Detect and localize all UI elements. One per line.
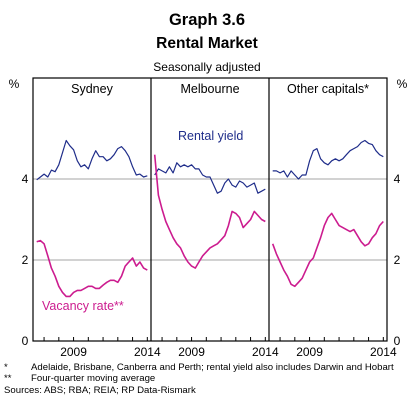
footnote-sources: Sources: ABS; RBA; REIA; RP Data-Rismark bbox=[4, 385, 412, 396]
chart-subtitle: Rental Market bbox=[156, 35, 258, 52]
annotation-rental-yield: Rental yield bbox=[178, 129, 243, 143]
y-axis-unit-left: % bbox=[9, 77, 20, 91]
series-vacancy-rate-panel-2 bbox=[153, 154, 266, 269]
x-tick-label-2014: 2014 bbox=[252, 345, 279, 359]
footnote-text: Four-quarter moving average bbox=[31, 373, 156, 385]
y-tick-label-left-2: 2 bbox=[22, 253, 29, 267]
footnote-marker: * bbox=[4, 362, 8, 373]
y-tick-label-left-0: 0 bbox=[22, 334, 29, 348]
footnote-2: ** Four-quarter moving average bbox=[4, 373, 412, 384]
footnote-marker: ** bbox=[4, 373, 12, 385]
footnote-text: Adelaide, Brisbane, Canberra and Perth; … bbox=[31, 362, 394, 373]
labels: Sydney Melbourne Other capitals*% % 0 0 2 2 4 4 20… bbox=[9, 77, 408, 359]
series-rental-yield-panel-1 bbox=[36, 139, 148, 181]
x-tick-label-2009: 2009 bbox=[178, 345, 205, 359]
gridlines bbox=[33, 178, 387, 261]
footnote-1: * Adelaide, Brisbane, Canberra and Perth… bbox=[4, 362, 412, 373]
x-tick-label-2009: 2009 bbox=[60, 345, 87, 359]
footnote-text: Sources: ABS; RBA; REIA; RP Data-Rismark bbox=[4, 384, 196, 396]
series-rental-yield-panel-3 bbox=[272, 139, 384, 180]
series-rental-yield-panel-2 bbox=[154, 162, 266, 194]
annotation-vacancy-rate: Vacancy rate** bbox=[42, 299, 124, 313]
y-tick-label-right-2: 2 bbox=[394, 253, 401, 267]
x-tick-label-2014: 2014 bbox=[134, 345, 161, 359]
plot-frame bbox=[32, 77, 388, 342]
panel-frames bbox=[32, 77, 388, 342]
y-axis-unit-right: % bbox=[397, 77, 408, 91]
panel-title-1: Sydney bbox=[71, 82, 113, 96]
panel-title-2: Melbourne bbox=[180, 82, 239, 96]
y-tick-label-right-0: 0 bbox=[394, 334, 401, 348]
y-tick-label-left-4: 4 bbox=[22, 172, 29, 186]
footnotes: * Adelaide, Brisbane, Canberra and Perth… bbox=[4, 362, 412, 396]
chart-note: Seasonally adjusted bbox=[153, 60, 261, 74]
series-vacancy-rate-panel-1 bbox=[36, 239, 148, 298]
x-tick-label-2014: 2014 bbox=[370, 345, 397, 359]
series-vacancy-rate-panel-3 bbox=[271, 212, 384, 288]
x-tick-label-2009: 2009 bbox=[296, 345, 323, 359]
panel-title-3: Other capitals* bbox=[287, 82, 369, 96]
chart-title: Graph 3.6 bbox=[168, 11, 246, 29]
y-tick-label-right-4: 4 bbox=[394, 172, 401, 186]
series-lines bbox=[36, 139, 384, 298]
